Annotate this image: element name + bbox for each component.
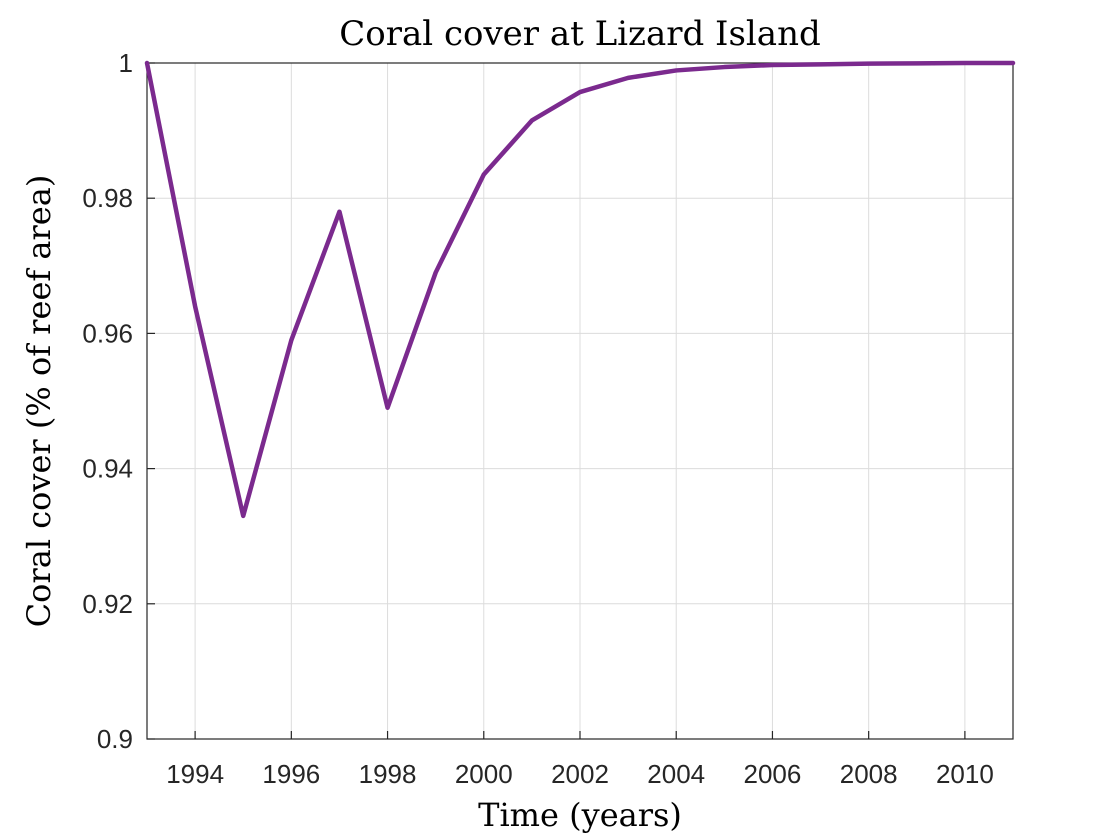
data-point [867,62,871,66]
x-tick-labels: 1994 1996 1998 2000 2002 2004 2006 2008 2010 [166,759,994,789]
data-point [193,304,197,308]
data-point [722,65,726,69]
y-tick-label: 0.96 [82,318,133,348]
y-axis-label: Coral cover (% of reef area) [20,175,58,628]
data-point [674,68,678,72]
data-point [770,63,774,67]
chart-title: Coral cover at Lizard Island [339,14,820,54]
data-point [482,173,486,177]
data-point [819,62,823,66]
data-point [626,76,630,80]
data-point [963,61,967,65]
x-tick-label: 2000 [455,759,513,789]
x-tick-label: 1996 [262,759,320,789]
x-tick-label: 2008 [840,759,898,789]
data-point [578,90,582,94]
data-point [386,406,390,410]
x-tick-label: 1998 [359,759,417,789]
x-tick-label: 2004 [647,759,705,789]
x-tick-label: 2010 [936,759,994,789]
data-point [434,271,438,275]
y-tick-label: 0.92 [82,589,133,619]
y-tick-label: 0.9 [97,724,133,754]
data-point [915,61,919,65]
x-tick-label: 2006 [744,759,802,789]
y-tick-label: 0.94 [82,454,133,484]
y-tick-labels: 0.9 0.92 0.94 0.96 0.98 1 [82,48,133,754]
grid-lines [147,62,1013,740]
y-tick-label: 1 [119,48,133,78]
x-tick-label: 2002 [551,759,609,789]
data-point [530,118,534,122]
series-line-0 [144,60,1016,519]
x-axis-label: Time (years) [478,796,682,834]
series-layer [144,60,1016,519]
data-point [1011,61,1015,65]
y-tick-label: 0.98 [82,183,133,213]
data-point [337,210,341,214]
data-point [145,61,149,65]
x-tick-label: 1994 [166,759,224,789]
data-point [241,514,245,518]
data-point [289,338,293,342]
